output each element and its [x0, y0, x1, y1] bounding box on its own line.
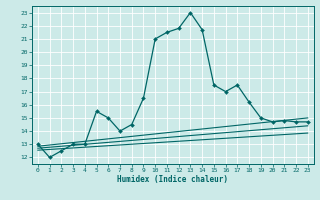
X-axis label: Humidex (Indice chaleur): Humidex (Indice chaleur): [117, 175, 228, 184]
